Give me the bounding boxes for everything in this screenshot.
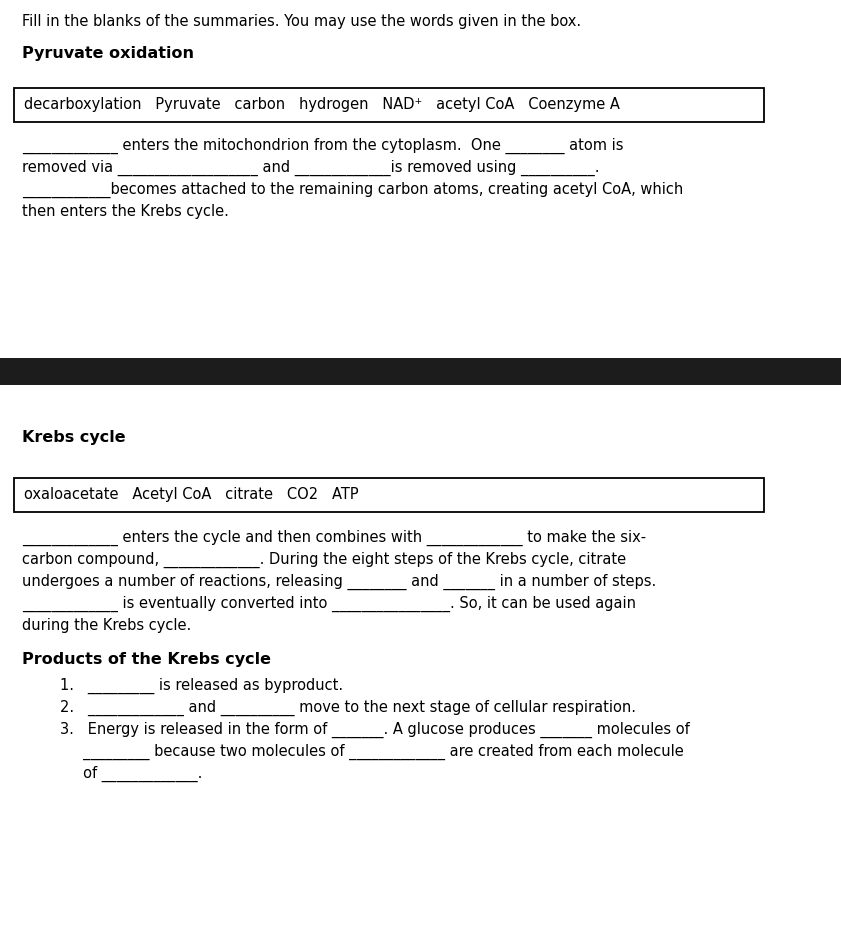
Text: _________ because two molecules of _____________ are created from each molecule: _________ because two molecules of _____… <box>60 744 684 760</box>
Text: 1.   _________ is released as byproduct.: 1. _________ is released as byproduct. <box>60 678 343 694</box>
Text: _____________ enters the cycle and then combines with _____________ to make the : _____________ enters the cycle and then … <box>22 530 646 546</box>
Text: ____________becomes attached to the remaining carbon atoms, creating acetyl CoA,: ____________becomes attached to the rema… <box>22 182 683 198</box>
Text: _____________ enters the mitochondrion from the cytoplasm.  One ________ atom is: _____________ enters the mitochondrion f… <box>22 138 623 154</box>
Text: then enters the Krebs cycle.: then enters the Krebs cycle. <box>22 204 229 219</box>
Text: during the Krebs cycle.: during the Krebs cycle. <box>22 618 191 633</box>
Text: Pyruvate oxidation: Pyruvate oxidation <box>22 46 194 61</box>
Text: of _____________.: of _____________. <box>60 766 203 783</box>
FancyBboxPatch shape <box>14 478 764 512</box>
Text: decarboxylation   Pyruvate   carbon   hydrogen   NAD⁺   acetyl CoA   Coenzyme A: decarboxylation Pyruvate carbon hydrogen… <box>24 96 620 112</box>
Bar <box>0 358 841 385</box>
Text: 2.   _____________ and __________ move to the next stage of cellular respiration: 2. _____________ and __________ move to … <box>60 700 636 716</box>
Text: 3.   Energy is released in the form of _______. A glucose produces _______ molec: 3. Energy is released in the form of ___… <box>60 722 690 738</box>
Text: undergoes a number of reactions, releasing ________ and _______ in a number of s: undergoes a number of reactions, releasi… <box>22 574 656 590</box>
Text: carbon compound, _____________. During the eight steps of the Krebs cycle, citra: carbon compound, _____________. During t… <box>22 552 627 568</box>
Text: removed via ___________________ and _____________is removed using __________.: removed via ___________________ and ____… <box>22 160 600 176</box>
Text: Products of the Krebs cycle: Products of the Krebs cycle <box>22 652 271 667</box>
Text: Fill in the blanks of the summaries. You may use the words given in the box.: Fill in the blanks of the summaries. You… <box>22 14 581 29</box>
Text: oxaloacetate   Acetyl CoA   citrate   CO2   ATP: oxaloacetate Acetyl CoA citrate CO2 ATP <box>24 487 359 501</box>
FancyBboxPatch shape <box>14 88 764 122</box>
Text: Krebs cycle: Krebs cycle <box>22 430 125 445</box>
Text: _____________ is eventually converted into ________________. So, it can be used : _____________ is eventually converted in… <box>22 596 636 612</box>
